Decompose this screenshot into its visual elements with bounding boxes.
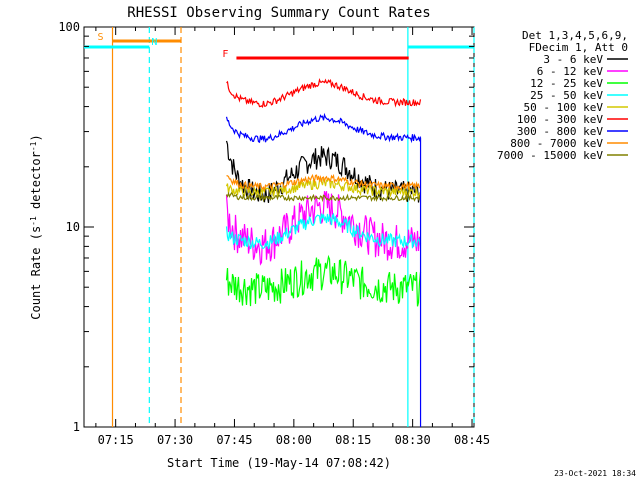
time-markers <box>111 27 475 427</box>
legend-label: 3 - 6 keV <box>543 53 603 66</box>
x-tick-label: 08:00 <box>276 433 312 447</box>
series-line <box>225 190 422 266</box>
legend-label: 100 - 300 keV <box>517 113 603 126</box>
series-line <box>225 254 422 307</box>
series-line <box>225 191 422 203</box>
legend-header: FDecim 1, Att 0 <box>529 41 628 54</box>
y-tick-label: 1 <box>73 420 80 434</box>
legend-label: 12 - 25 keV <box>530 77 603 90</box>
series-line <box>226 77 422 108</box>
flag-label: S <box>98 32 104 43</box>
y-label-sup2: -1 <box>29 141 38 151</box>
x-tick-label: 07:15 <box>98 433 134 447</box>
y-label-main: Count Rate (s <box>29 226 43 320</box>
flag-label: N <box>151 37 157 48</box>
legend-label: 300 - 800 keV <box>517 125 603 138</box>
x-axis-label: Start Time (19-May-14 07:08:42) <box>167 456 391 470</box>
legend-header: Det 1,3,4,5,6,9, <box>522 29 628 42</box>
series-line <box>225 112 422 144</box>
legend-label: 25 - 50 keV <box>530 89 603 102</box>
y-tick-label: 10 <box>66 220 80 234</box>
legend-label: 6 - 12 keV <box>537 65 604 78</box>
y-axis-label: Count Rate (s-1 detector-1) <box>29 134 43 319</box>
x-tick-label: 08:45 <box>454 433 490 447</box>
legend: Det 1,3,4,5,6,9,FDecim 1, Att 03 - 6 keV… <box>497 29 628 162</box>
series-line <box>226 173 421 192</box>
x-axis-ticks: 07:15 07:30 07:45 08:00 08:15 08:30 08:45 <box>95 27 490 447</box>
y-label-close: ) <box>29 134 43 141</box>
y-tick-label: 100 <box>58 20 80 34</box>
series-line <box>225 212 422 250</box>
flag-bars: S N F <box>84 32 474 60</box>
legend-label: 800 - 7000 keV <box>510 137 603 150</box>
legend-label: 7000 - 15000 keV <box>497 149 603 162</box>
x-tick-label: 07:45 <box>216 433 252 447</box>
x-tick-label: 07:30 <box>157 433 193 447</box>
y-label-sup: -1 <box>29 216 38 226</box>
flag-label: F <box>222 49 228 60</box>
y-label-tail: detector <box>29 151 43 216</box>
x-tick-label: 08:15 <box>335 433 371 447</box>
data-series <box>225 77 422 427</box>
series-line <box>225 178 422 200</box>
y-axis-ticks: 1 10 100 <box>58 20 474 434</box>
legend-label: 50 - 100 keV <box>524 101 604 114</box>
timestamp: 23-Oct-2021 18:34 <box>554 469 636 478</box>
x-tick-label: 08:30 <box>395 433 431 447</box>
chart-title: RHESSI Observing Summary Count Rates <box>127 5 430 21</box>
